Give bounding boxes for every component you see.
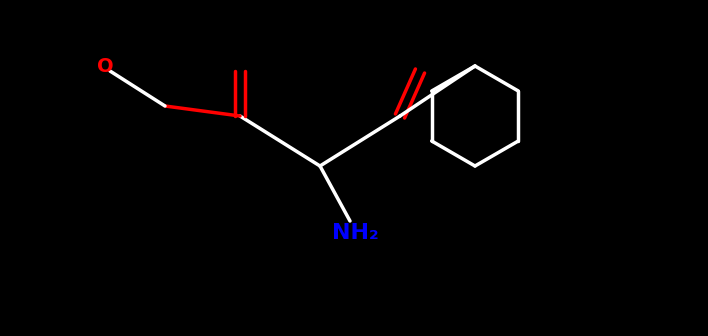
Text: NH₂: NH₂ — [331, 223, 378, 243]
Text: O: O — [97, 56, 113, 76]
